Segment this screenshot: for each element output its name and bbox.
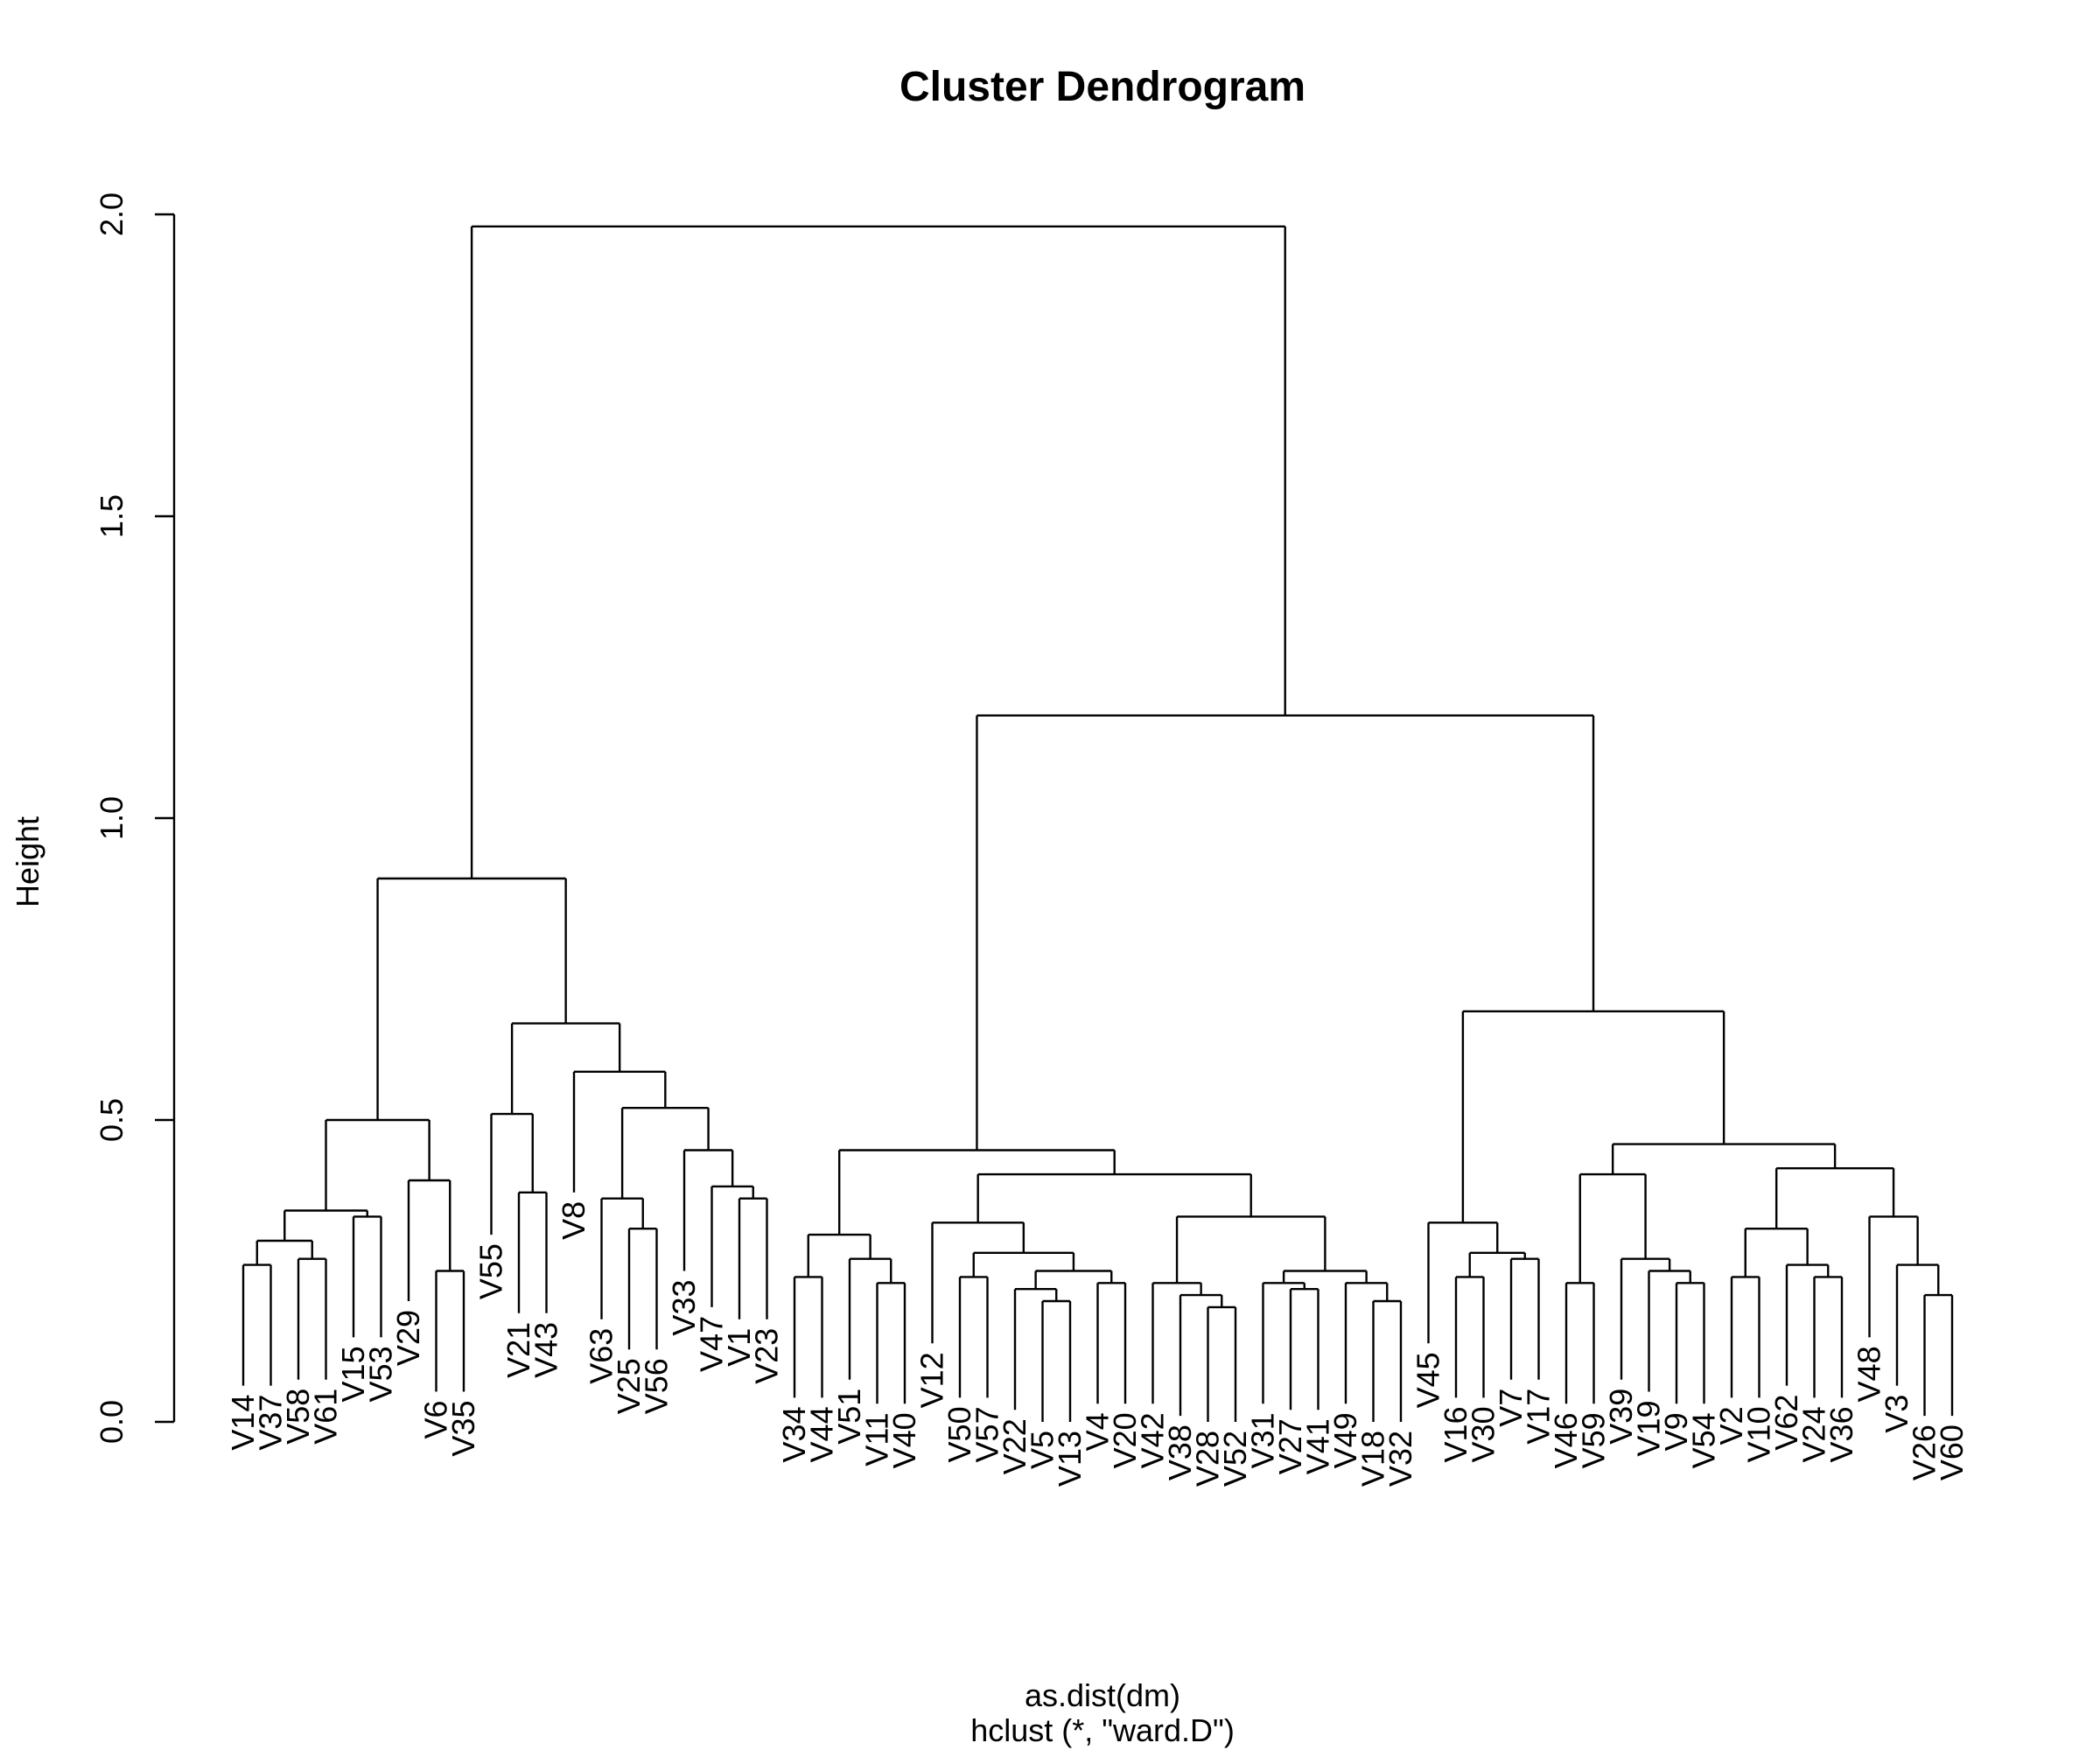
y-tick-label: 1.5: [94, 494, 130, 538]
leaf-label: V5: [1025, 1431, 1060, 1469]
leaf-label: V61: [308, 1389, 344, 1445]
y-tick-label: 0.0: [94, 1400, 130, 1444]
y-axis: 0.0 0.5 1.0 1.5 2.0: [94, 192, 176, 1444]
leaf-label: V40: [886, 1412, 922, 1468]
leaf-label: V8: [556, 1201, 592, 1240]
leaf-label: V34: [776, 1406, 812, 1462]
leaf-label: V18: [1355, 1431, 1391, 1487]
leaf-label: V59: [1576, 1412, 1612, 1468]
y-tick-label: 0.5: [94, 1098, 130, 1142]
leaf-label: V9: [1658, 1412, 1694, 1451]
x-axis-label: as.dist(dm): [1025, 1677, 1180, 1713]
leaf-label: V54: [1686, 1412, 1722, 1468]
leaf-label: V2: [1713, 1406, 1749, 1445]
leaf-label: V50: [942, 1406, 977, 1462]
leaf-label: V31: [1245, 1412, 1281, 1468]
leaf-label: V28: [1190, 1431, 1226, 1487]
leaf-label: V10: [1741, 1406, 1777, 1462]
leaf-label: V17: [1521, 1389, 1557, 1445]
leaf-label: V42: [1135, 1412, 1171, 1468]
leaf-label: V25: [611, 1358, 647, 1414]
leaf-label: V43: [528, 1322, 564, 1378]
y-axis-label: Height: [10, 816, 46, 907]
chart-title: Cluster Dendrogram: [900, 64, 1306, 110]
y-tick-label: 1.0: [94, 796, 130, 840]
leaf-label: V29: [390, 1310, 426, 1366]
leaf-label: V53: [363, 1346, 399, 1402]
leaf-label: V15: [335, 1346, 371, 1402]
leaf-label: V57: [970, 1406, 1005, 1462]
leaf-label: V4: [1080, 1412, 1116, 1451]
leaf-label: V6: [418, 1401, 454, 1439]
leaf-label: V22: [997, 1418, 1032, 1474]
leaf-label: V49: [1327, 1412, 1363, 1468]
leaf-label: V35: [445, 1401, 481, 1457]
dendrogram-links: [242, 225, 1954, 1422]
y-tick-label: 2.0: [94, 192, 130, 236]
leaf-label: V58: [280, 1389, 316, 1445]
leaf-label: V47: [694, 1316, 730, 1372]
leaf-label: V36: [1824, 1406, 1859, 1462]
leaf-label: V1: [721, 1328, 757, 1367]
leaf-label: V48: [1852, 1346, 1887, 1402]
leaf-label: V30: [1466, 1406, 1502, 1462]
leaf-label: V32: [1382, 1431, 1418, 1487]
leaf-label: V16: [1438, 1406, 1474, 1462]
leaf-label: V46: [1548, 1412, 1584, 1468]
leaf-label: V62: [1768, 1395, 1804, 1451]
leaf-label: V55: [473, 1243, 509, 1299]
leaf-label: V7: [1493, 1389, 1529, 1427]
leaf-label: V45: [1410, 1352, 1446, 1408]
leaf-label: V56: [639, 1358, 675, 1414]
leaf-label: V19: [1631, 1401, 1667, 1457]
leaf-label: V60: [1934, 1424, 1970, 1480]
leaf-label: V24: [1796, 1406, 1832, 1462]
leaf-label: V11: [859, 1412, 895, 1466]
leaf-label: V26: [1907, 1424, 1942, 1480]
leaf-label: V3: [1879, 1395, 1914, 1433]
leaf-label: V14: [225, 1395, 261, 1451]
x-axis-sublabel: hclust (*, "ward.D"): [970, 1712, 1235, 1748]
leaf-label: V21: [500, 1322, 536, 1378]
leaf-label: V20: [1107, 1412, 1143, 1468]
leaf-label: V38: [1162, 1424, 1198, 1480]
leaf-label: V27: [1272, 1418, 1308, 1474]
leaf-label: V63: [584, 1328, 620, 1384]
leaf-label: V51: [831, 1389, 867, 1445]
leaf-label: V12: [914, 1352, 950, 1408]
leaf-label: V52: [1217, 1431, 1253, 1487]
leaf-label: V41: [1300, 1418, 1336, 1474]
leaf-label: V33: [666, 1280, 702, 1336]
leaf-label: V37: [253, 1395, 289, 1451]
leaf-label: V39: [1603, 1389, 1639, 1445]
leaf-label: V13: [1052, 1431, 1088, 1487]
leaf-label: V23: [749, 1328, 785, 1384]
leaf-label: V44: [804, 1406, 840, 1462]
